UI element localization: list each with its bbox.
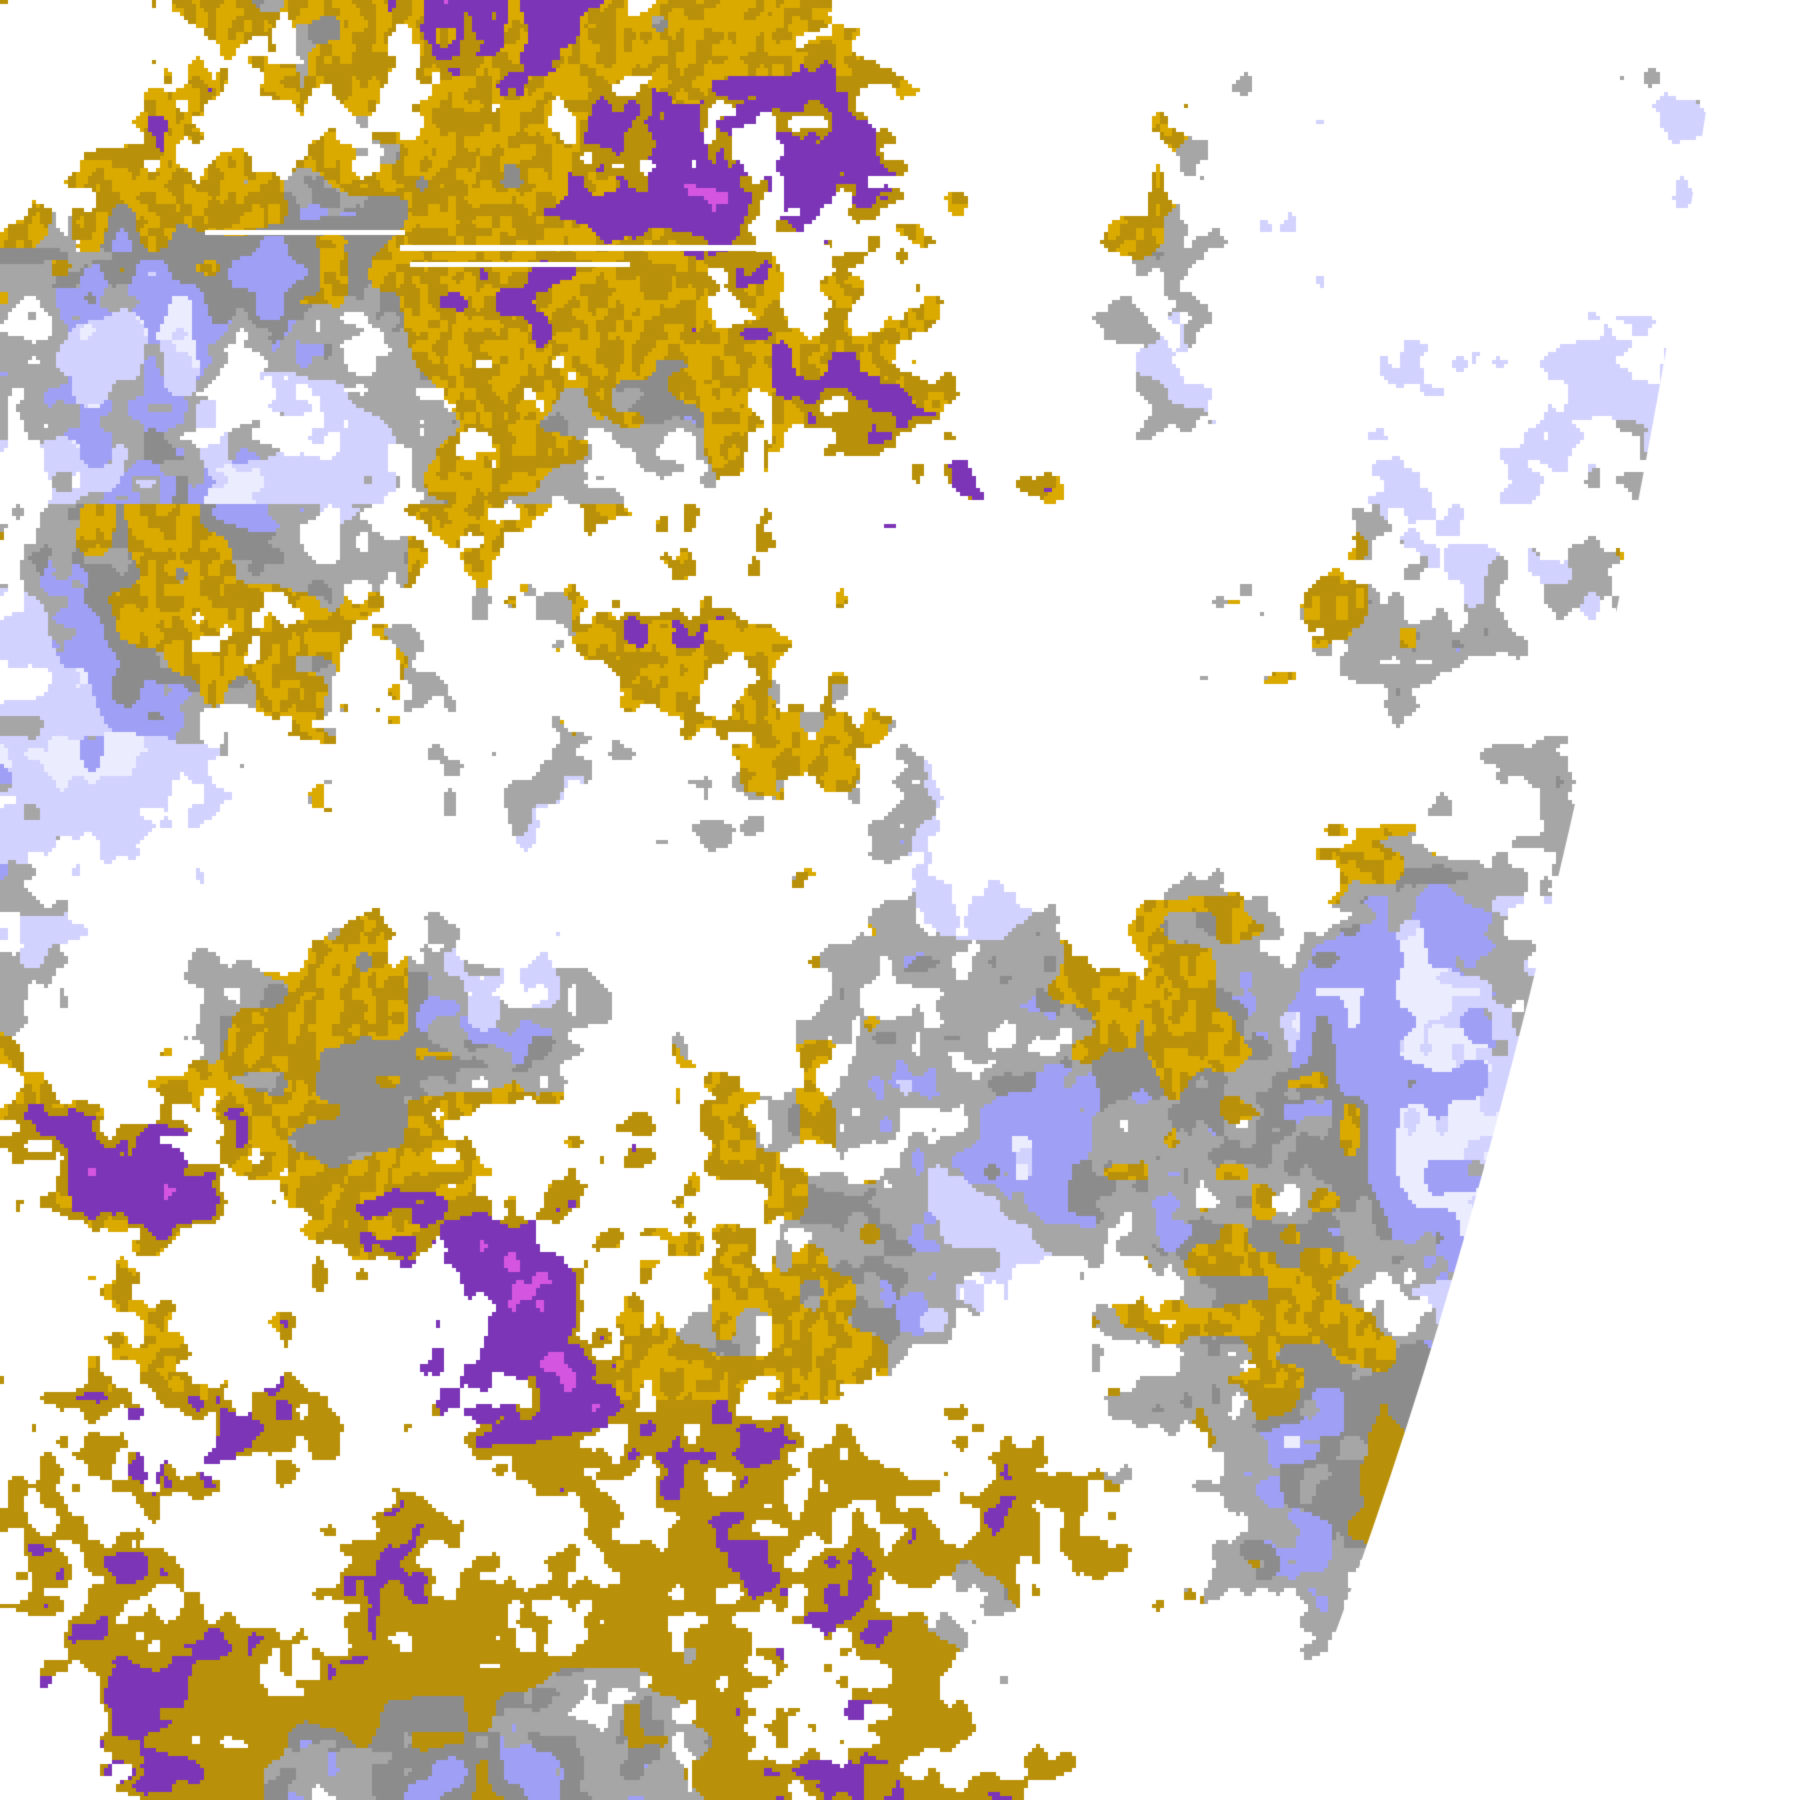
satellite-classification-map [0, 0, 1800, 1800]
